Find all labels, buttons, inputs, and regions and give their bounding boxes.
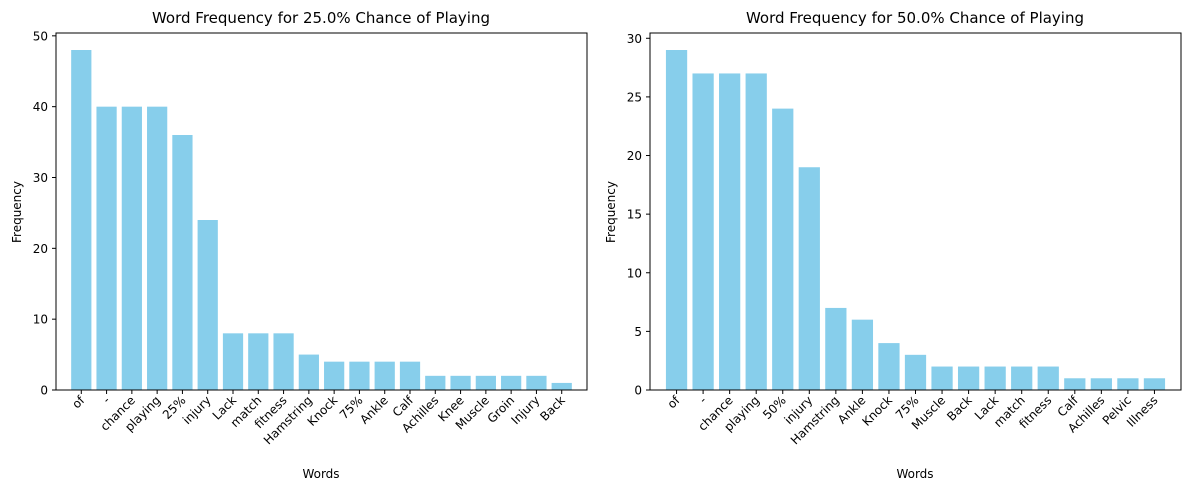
bar [349,361,370,390]
chart-left: Word Frequency for 25.0% Chance of Playi… [10,9,588,481]
bar [501,375,522,390]
bar [1117,378,1139,390]
bar [526,375,547,390]
bar [825,307,847,390]
bar [772,108,794,391]
chart-title: Word Frequency for 25.0% Chance of Playi… [152,9,490,27]
chart-right: Word Frequency for 50.0% Chance of Playi… [604,9,1182,481]
x-tick-label: Back [537,393,568,424]
y-tick-label: 5 [634,325,642,339]
bar [851,319,874,390]
x-ticks: of -chanceplaying25%injuryLackmatchfitnes… [69,390,568,447]
bar [248,333,269,390]
bar [692,73,714,390]
bar [96,106,117,391]
y-axis-label: Frequency [604,181,618,243]
bar [147,106,168,391]
x-tick-label: of [665,393,684,412]
y-tick-label: 30 [33,171,48,185]
y-tick-label: 10 [627,266,642,280]
bars [665,50,1166,391]
bar [904,354,927,390]
bar [984,366,1006,390]
x-axis-label: Words [896,467,933,481]
bar [172,135,193,390]
bar [450,375,471,390]
y-tick-label: 50 [33,29,48,43]
bar [1143,378,1166,390]
x-tick-label: Ankle [357,393,391,427]
y-tick-label: 15 [627,208,642,222]
bar [1064,378,1086,390]
x-tick-label: Back [944,393,975,424]
bar [324,361,345,390]
bar [399,361,421,390]
bar [425,375,446,390]
x-tick-label: - [696,393,709,406]
bar [931,366,953,390]
bar [665,50,688,390]
x-tick-label: Knock [859,393,895,429]
y-tick-label: 0 [40,384,48,398]
bar [374,361,395,390]
bar [71,50,92,390]
bar [121,106,142,391]
y-tick-label: 30 [627,32,642,46]
y-tick-label: 20 [627,149,642,163]
bar [551,382,572,390]
chart-title: Word Frequency for 50.0% Chance of Playi… [746,9,1084,27]
bar [298,354,319,390]
y-axis-label: Frequency [10,181,24,243]
y-ticks: 0 5 10 15 20 25 30 [627,32,650,398]
x-tick-label: of [69,393,88,412]
bar [1037,366,1059,390]
x-tick-label: - [100,393,113,406]
bar [719,73,741,390]
bar [197,220,218,390]
x-axis-label: Words [302,467,339,481]
bar [1090,378,1112,390]
y-tick-label: 20 [33,242,48,256]
plot-frame [649,32,1182,391]
bar [475,375,496,390]
y-ticks: 0 10 20 30 40 50 [33,29,56,398]
y-tick-label: 0 [634,384,642,398]
x-tick-label: injury [180,393,214,427]
plot-frame [55,32,588,391]
bars [71,50,572,391]
x-tick-label: Injury [509,393,543,427]
x-ticks: of -chanceplaying50%injuryHamstringAnkleK… [665,390,1161,447]
y-tick-label: 25 [627,90,642,104]
bar [273,333,294,390]
bar [957,366,980,390]
bar [1011,366,1033,390]
bar [798,167,820,390]
bar [222,333,244,390]
bar [745,73,767,390]
y-tick-label: 40 [33,100,48,114]
bar [878,343,900,390]
y-tick-label: 10 [33,313,48,327]
